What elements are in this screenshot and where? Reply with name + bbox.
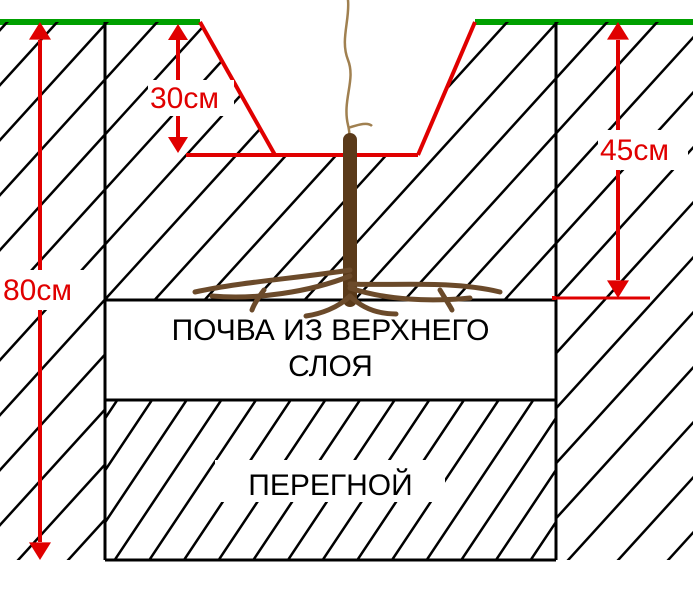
label-humus: ПЕРЕГНОЙ xyxy=(248,468,412,502)
dim-30cm: 30см xyxy=(150,82,219,115)
seedling-hole-mask xyxy=(200,22,475,155)
dim-45cm: 45см xyxy=(600,134,669,167)
label-topsoil-2: СЛОЯ xyxy=(288,350,373,383)
planting-pit-diagram: 80см 45см 30см ПОЧВА ИЗ ВЕРХНЕГОСЛОЯ ПЕРЕГНО… xyxy=(0,0,693,591)
dim-80cm: 80см xyxy=(3,274,72,307)
label-topsoil-1: ПОЧВА ИЗ ВЕРХНЕГО xyxy=(172,314,490,347)
